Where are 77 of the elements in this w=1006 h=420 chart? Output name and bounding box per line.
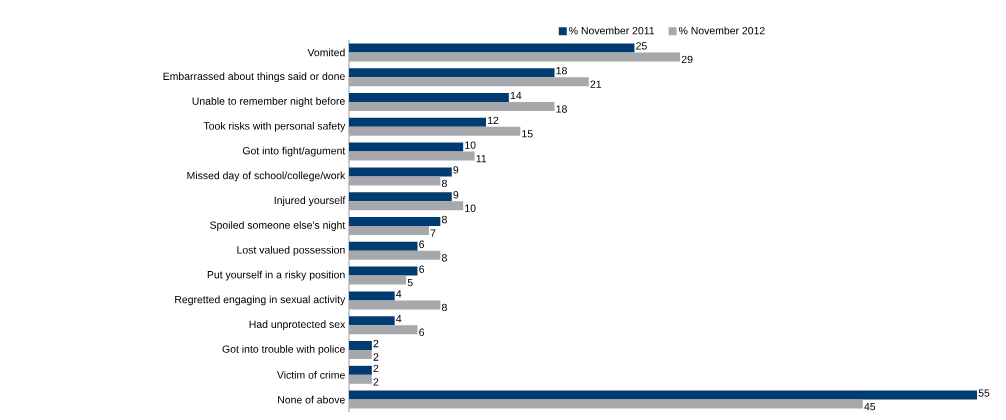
legend-label: % November 2012 bbox=[678, 26, 765, 35]
data-label: 6 bbox=[419, 240, 425, 249]
data-label: 12 bbox=[488, 116, 499, 124]
bar bbox=[349, 126, 521, 136]
y-tick-label: Took risks with personal safety bbox=[203, 121, 346, 132]
y-tick-label: Put yourself in a risky position bbox=[207, 270, 345, 281]
data-label: 29 bbox=[681, 55, 693, 64]
data-label: 7 bbox=[430, 229, 436, 237]
y-tick-label: Lost valued possession bbox=[237, 245, 345, 256]
y-tick-label: Got into fight/agument bbox=[242, 146, 346, 157]
bar bbox=[349, 43, 635, 53]
y-tick-label: Victim of crime bbox=[276, 370, 345, 379]
y-tick-label: Spoiled someone else's night bbox=[210, 221, 346, 231]
data-label: 21 bbox=[590, 80, 602, 88]
data-label: 5 bbox=[407, 278, 413, 287]
data-label: 55 bbox=[978, 389, 990, 397]
legend-label: % November 2011 bbox=[569, 26, 655, 35]
data-label: 9 bbox=[453, 166, 459, 174]
data-label: 14 bbox=[510, 91, 522, 100]
data-label: 9 bbox=[453, 191, 459, 199]
bar bbox=[349, 241, 418, 251]
data-label: 2 bbox=[373, 353, 379, 361]
y-tick-label: Missed day of school/college/work bbox=[187, 171, 346, 182]
bar bbox=[349, 250, 441, 260]
data-label: 15 bbox=[522, 130, 533, 138]
bar bbox=[349, 167, 452, 177]
bar bbox=[349, 275, 407, 285]
data-label: 18 bbox=[556, 105, 567, 113]
bar bbox=[349, 217, 441, 226]
data-label: 6 bbox=[419, 265, 425, 273]
bar bbox=[349, 77, 589, 87]
data-label: 6 bbox=[419, 328, 425, 336]
bar bbox=[349, 365, 372, 375]
y-tick-label: Had unprotected sex bbox=[249, 320, 346, 331]
data-label: 8 bbox=[442, 303, 447, 312]
bar bbox=[349, 93, 509, 102]
bar bbox=[349, 151, 475, 161]
data-label: 10 bbox=[465, 141, 476, 149]
bar bbox=[349, 102, 555, 111]
bar bbox=[349, 192, 452, 202]
data-label: 8 bbox=[442, 254, 447, 262]
bar bbox=[349, 52, 681, 62]
data-label: 8 bbox=[442, 179, 447, 188]
y-tick-label: Got into trouble with police bbox=[222, 345, 345, 355]
bar bbox=[349, 399, 863, 409]
data-label: 11 bbox=[476, 155, 487, 163]
bar bbox=[349, 325, 418, 335]
data-label: 18 bbox=[556, 67, 567, 75]
y-tick-label: None of above bbox=[278, 395, 345, 404]
data-label: 10 bbox=[465, 204, 476, 212]
bar bbox=[349, 201, 464, 211]
bar bbox=[349, 291, 395, 301]
data-label: 2 bbox=[373, 378, 379, 386]
data-label: 25 bbox=[636, 42, 647, 50]
bar bbox=[349, 68, 555, 78]
y-tick-label: Injured yourself bbox=[274, 196, 346, 207]
data-label: 4 bbox=[396, 290, 402, 298]
y-tick-label: Regretted engaging in sexual activity bbox=[175, 295, 346, 306]
data-label: 2 bbox=[373, 364, 379, 372]
bar bbox=[349, 390, 977, 400]
y-tick-label: Unable to remember night before bbox=[192, 97, 345, 107]
bar bbox=[349, 226, 429, 235]
bar bbox=[349, 142, 464, 152]
data-label: 4 bbox=[396, 315, 402, 323]
bar bbox=[349, 300, 441, 310]
bar bbox=[349, 266, 418, 276]
bar bbox=[349, 341, 372, 350]
y-tick-label: Vomited bbox=[307, 48, 345, 57]
data-label: 2 bbox=[373, 339, 379, 348]
data-label: 45 bbox=[864, 402, 876, 411]
bar bbox=[349, 176, 441, 186]
bar bbox=[349, 350, 372, 359]
bar bbox=[349, 316, 395, 326]
bar bbox=[349, 117, 487, 127]
y-tick-label: Embarrassed about things said or done bbox=[163, 72, 345, 83]
data-label: 8 bbox=[442, 215, 447, 224]
bar bbox=[349, 374, 372, 384]
